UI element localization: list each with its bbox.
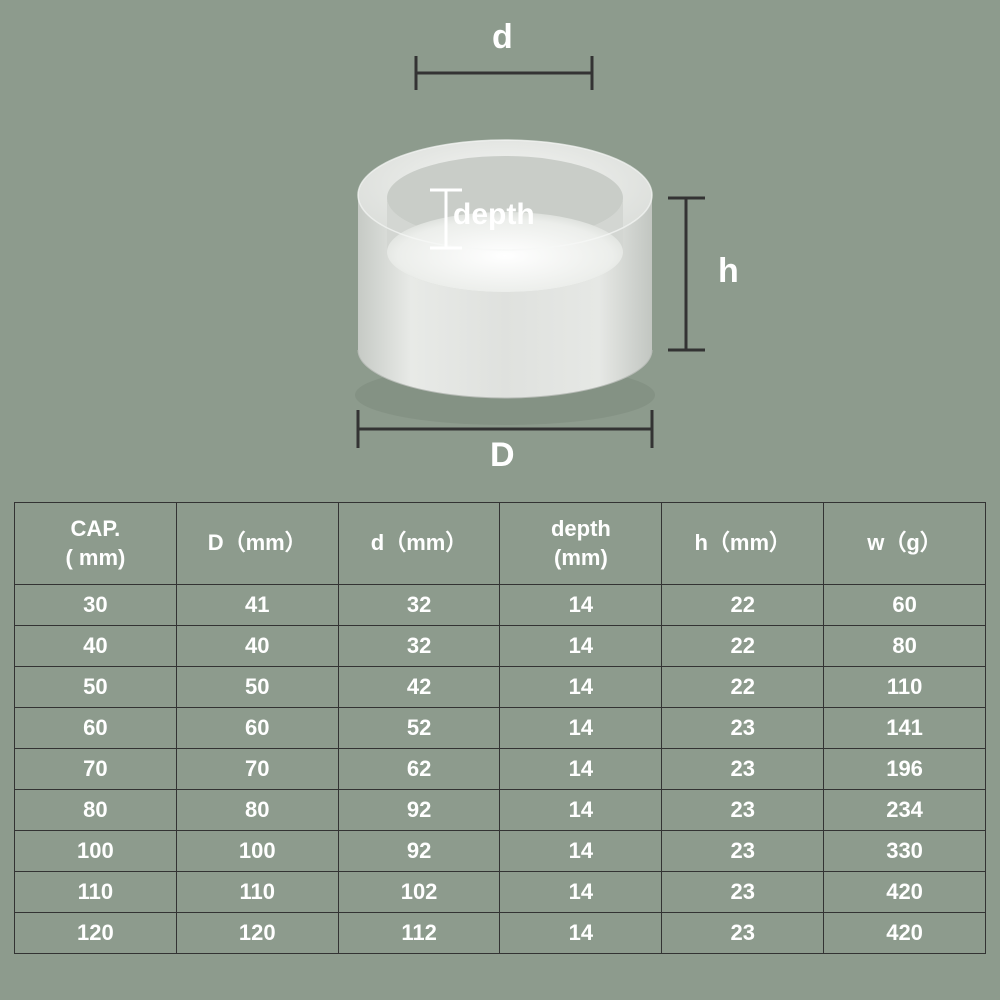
table-cell: 41	[176, 585, 338, 626]
table-cell: 112	[338, 913, 500, 954]
table-cell: 42	[338, 667, 500, 708]
table-cell: 420	[824, 872, 986, 913]
label-d: d	[492, 18, 513, 57]
table-cell: 80	[824, 626, 986, 667]
table-body: 3041321422604040321422805050421422110606…	[15, 585, 986, 954]
table-row: 8080921423234	[15, 790, 986, 831]
spec-table: CAP. ( mm) D（mm） d（mm） depth (mm) h（mm）	[14, 502, 986, 954]
table-cell: 110	[176, 872, 338, 913]
table-cell: 40	[176, 626, 338, 667]
table-cell: 14	[500, 708, 662, 749]
table-cell: 40	[15, 626, 177, 667]
label-depth: depth	[453, 198, 535, 232]
table-cell: 102	[338, 872, 500, 913]
table-cell: 100	[15, 831, 177, 872]
table-row: 1101101021423420	[15, 872, 986, 913]
table-cell: 23	[662, 749, 824, 790]
table-row: 6060521423141	[15, 708, 986, 749]
table-cell: 14	[500, 749, 662, 790]
table-cell: 23	[662, 790, 824, 831]
table-cell: 23	[662, 708, 824, 749]
table-row: 100100921423330	[15, 831, 986, 872]
table-cell: 14	[500, 626, 662, 667]
table-cell: 23	[662, 831, 824, 872]
col-w: w（g）	[824, 503, 986, 585]
table-cell: 30	[15, 585, 177, 626]
table-cell: 60	[15, 708, 177, 749]
table-row: 404032142280	[15, 626, 986, 667]
table-cell: 23	[662, 913, 824, 954]
table-cell: 92	[338, 790, 500, 831]
table-cell: 80	[176, 790, 338, 831]
table-row: 5050421422110	[15, 667, 986, 708]
table-cell: 100	[176, 831, 338, 872]
table-cell: 14	[500, 872, 662, 913]
table-cell: 70	[15, 749, 177, 790]
table-cell: 110	[824, 667, 986, 708]
table-cell: 22	[662, 585, 824, 626]
table-cell: 60	[824, 585, 986, 626]
table-cell: 32	[338, 585, 500, 626]
table-cell: 92	[338, 831, 500, 872]
table-cell: 420	[824, 913, 986, 954]
table-cell: 52	[338, 708, 500, 749]
table-cell: 14	[500, 585, 662, 626]
col-depth: depth (mm)	[500, 503, 662, 585]
table-cell: 23	[662, 872, 824, 913]
label-h: h	[718, 252, 739, 291]
spec-table-container: CAP. ( mm) D（mm） d（mm） depth (mm) h（mm）	[14, 502, 986, 954]
table-cell: 14	[500, 667, 662, 708]
table-cell: 14	[500, 790, 662, 831]
table-cell: 22	[662, 626, 824, 667]
table-cell: 50	[15, 667, 177, 708]
table-cell: 196	[824, 749, 986, 790]
table-cell: 50	[176, 667, 338, 708]
dimension-diagram: d D h depth	[310, 20, 750, 460]
table-header-row: CAP. ( mm) D（mm） d（mm） depth (mm) h（mm）	[15, 503, 986, 585]
table-cell: 70	[176, 749, 338, 790]
col-cap: CAP. ( mm)	[15, 503, 177, 585]
label-D-upper: D	[490, 436, 515, 475]
table-cell: 120	[15, 913, 177, 954]
table-cell: 32	[338, 626, 500, 667]
table-cell: 80	[15, 790, 177, 831]
col-h: h（mm）	[662, 503, 824, 585]
table-cell: 14	[500, 913, 662, 954]
table-cell: 14	[500, 831, 662, 872]
table-row: 304132142260	[15, 585, 986, 626]
table-cell: 234	[824, 790, 986, 831]
table-cell: 62	[338, 749, 500, 790]
table-cell: 141	[824, 708, 986, 749]
table-row: 1201201121423420	[15, 913, 986, 954]
table-row: 7070621423196	[15, 749, 986, 790]
col-d: d（mm）	[338, 503, 500, 585]
table-cell: 330	[824, 831, 986, 872]
col-D: D（mm）	[176, 503, 338, 585]
table-cell: 22	[662, 667, 824, 708]
table-cell: 60	[176, 708, 338, 749]
table-cell: 120	[176, 913, 338, 954]
diagram-svg	[310, 20, 750, 460]
table-cell: 110	[15, 872, 177, 913]
